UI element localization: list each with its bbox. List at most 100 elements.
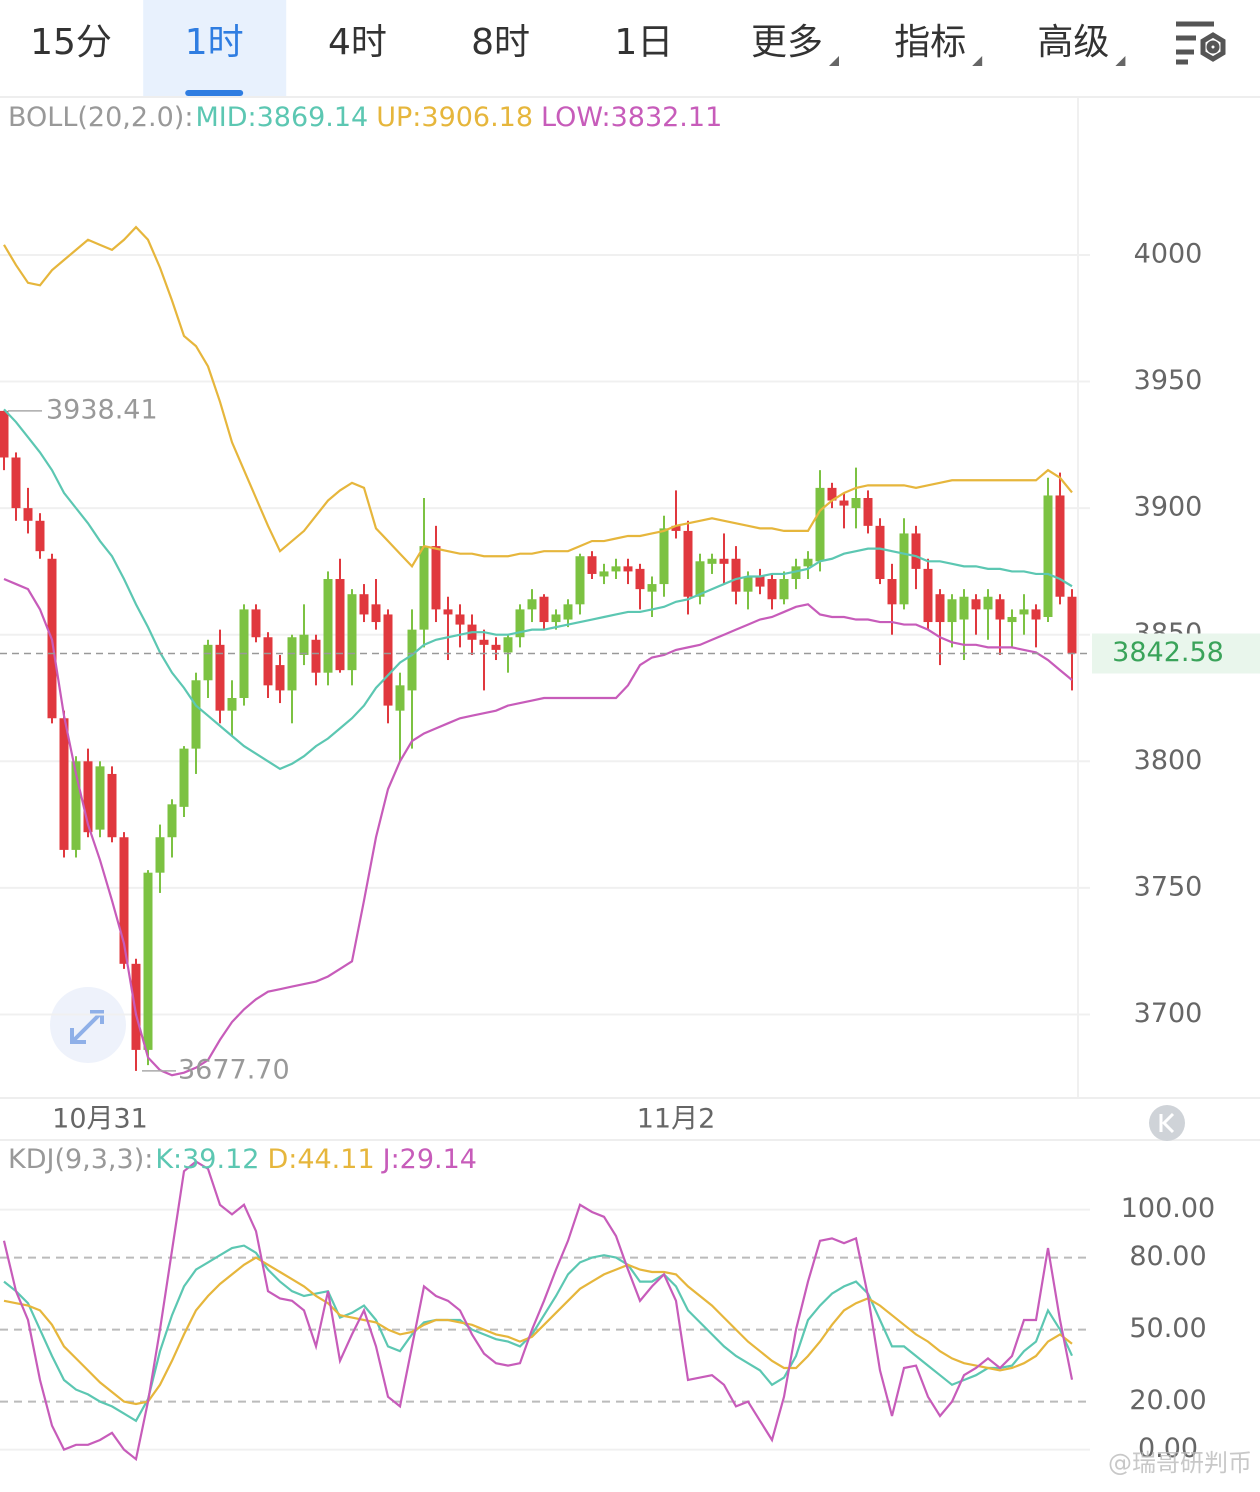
- indicator-line: [3, 408, 1073, 771]
- candle-body: [407, 629, 417, 691]
- y-tick-label: 3800: [1134, 745, 1203, 776]
- candle-body: [755, 576, 765, 587]
- candle-body: [431, 546, 441, 610]
- candle-body: [347, 594, 357, 671]
- tab-selected-bg: [143, 0, 287, 96]
- legend-entry: J:29.14: [381, 1144, 477, 1175]
- tab[interactable]: 1时: [185, 22, 244, 63]
- candle-body: [791, 566, 801, 580]
- tab[interactable]: 4时: [328, 22, 387, 63]
- legend-entry: MID:3869.14: [195, 102, 368, 133]
- candle-body: [911, 533, 921, 569]
- candle-body: [707, 558, 717, 564]
- candle-body: [0, 410, 9, 458]
- candle-body: [335, 579, 345, 671]
- candle-body: [863, 498, 873, 526]
- candle-body: [827, 487, 837, 501]
- candle-body: [1031, 609, 1041, 620]
- legend-entry: D:44.11: [267, 1144, 374, 1175]
- candle-body: [947, 599, 957, 623]
- candle-body: [359, 594, 369, 615]
- candle-body: [995, 599, 1005, 620]
- candle-body: [587, 556, 597, 574]
- candle-body: [767, 579, 777, 600]
- candle-body: [491, 644, 501, 650]
- back-to-latest-button[interactable]: [1149, 1105, 1185, 1141]
- candle-body: [107, 773, 117, 838]
- candle-body: [887, 579, 897, 605]
- low-label: 3677.70: [178, 1054, 290, 1085]
- indicator-legend: KDJ(9,3,3):K:39.12 D:44.11 J:29.14: [8, 1144, 477, 1175]
- y-tick-label: 3950: [1134, 365, 1203, 396]
- candle-body: [647, 584, 657, 592]
- tab[interactable]: 15分: [30, 22, 112, 63]
- candle-body: [839, 500, 849, 506]
- candle-body: [719, 558, 729, 564]
- expand-button[interactable]: [50, 987, 126, 1063]
- indicator-line: [2, 1160, 1074, 1462]
- indicator-label: KDJ(9,3,3):: [8, 1144, 153, 1175]
- tab-indicator: [185, 90, 244, 96]
- tab[interactable]: 1日: [614, 22, 673, 63]
- candle-body: [191, 680, 201, 749]
- candle-body: [371, 604, 381, 623]
- tab[interactable]: 指标: [894, 22, 966, 63]
- tab[interactable]: 高级: [1037, 22, 1109, 63]
- indicator-line: [3, 577, 1073, 1077]
- indicator-line: [3, 225, 1073, 569]
- candle-body: [443, 609, 453, 615]
- plot: [2, 1160, 1074, 1462]
- candle-body: [635, 568, 645, 590]
- dropdown-arrow: [829, 56, 839, 66]
- candle-body: [875, 525, 885, 580]
- candle-body: [83, 761, 93, 833]
- candle-body: [815, 487, 825, 562]
- candle-body: [215, 644, 225, 711]
- candle-body: [119, 837, 129, 964]
- candle-body: [551, 614, 561, 623]
- last-price-label: 3842.58: [1112, 637, 1224, 668]
- candle-body: [1043, 495, 1053, 617]
- indicator-label: BOLL(20,2.0):: [8, 102, 193, 133]
- candle-body: [479, 639, 489, 645]
- candle-body: [179, 748, 189, 807]
- legend-entry: K:39.12: [155, 1144, 259, 1175]
- tab[interactable]: 更多: [751, 22, 823, 63]
- candle-body: [563, 604, 573, 620]
- candle-body: [35, 520, 45, 552]
- candle-body: [395, 685, 405, 711]
- y-tick-label: 4000: [1134, 238, 1203, 269]
- dropdown-arrow: [972, 56, 983, 66]
- tab[interactable]: 8时: [471, 22, 530, 63]
- x-tick-label: 10月31: [52, 1104, 148, 1135]
- candle-body: [539, 596, 549, 623]
- candle-body: [1007, 616, 1017, 623]
- last-price-box: [1092, 633, 1260, 674]
- candle-body: [251, 609, 261, 638]
- candle-body: [419, 546, 429, 630]
- candle-body: [287, 637, 297, 691]
- candle-body: [311, 639, 321, 673]
- indicator-legend: BOLL(20,2.0):MID:3869.14 UP:3906.18 LOW:38…: [8, 102, 722, 133]
- y-tick-label: 3750: [1134, 871, 1203, 902]
- candle-body: [155, 837, 165, 873]
- candle-body: [899, 533, 909, 605]
- candle-body: [611, 566, 621, 572]
- candle-body: [779, 579, 789, 600]
- candle-body: [575, 556, 585, 605]
- candle-body: [323, 579, 333, 673]
- candle-body: [683, 530, 693, 597]
- dropdown-arrow: [1115, 56, 1126, 66]
- candle-body: [71, 761, 81, 850]
- settings-icon[interactable]: [1176, 21, 1226, 65]
- candle-body: [11, 457, 21, 509]
- y-tick-label: 20.00: [1129, 1385, 1206, 1416]
- candle-body: [95, 766, 105, 830]
- y-tick-label: 50.00: [1129, 1313, 1206, 1344]
- candle-body: [227, 698, 237, 711]
- legend-entry: LOW:3832.11: [541, 102, 722, 133]
- candle-body: [515, 609, 525, 638]
